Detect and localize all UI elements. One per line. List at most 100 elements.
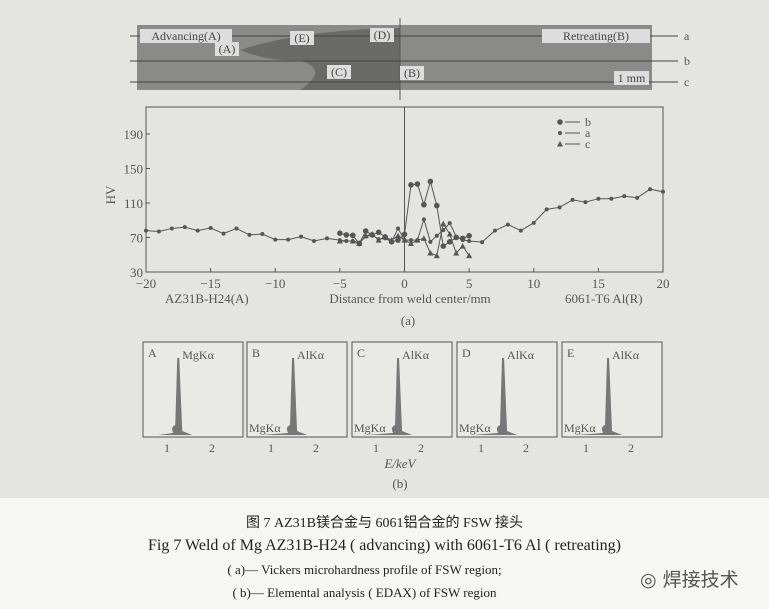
micrograph-label-box: [327, 65, 351, 79]
y-tick-label: 190: [124, 127, 144, 142]
data-point-circle: [395, 237, 401, 243]
data-point-triangle: [414, 237, 421, 243]
scan-line-label: a: [684, 29, 690, 43]
data-point-triangle: [433, 252, 440, 259]
data-point-dot: [396, 226, 401, 231]
side-label-right: 6061-T6 Al(R): [565, 291, 643, 306]
panel-label-a: (a): [401, 313, 415, 328]
watermark-text: 焊接技术: [662, 569, 739, 591]
edax-tick-label: 2: [313, 441, 319, 455]
micrograph-label: Advancing(A): [151, 29, 220, 43]
micrograph-label: (C): [331, 65, 347, 79]
edax-frame: [246, 341, 348, 438]
data-point-dot: [648, 187, 653, 192]
data-point-dot: [557, 205, 562, 210]
data-point-triangle: [336, 237, 343, 244]
edax-tick-label: 1: [164, 441, 170, 455]
edax-peak-label: AlKα: [297, 348, 325, 362]
micrograph-label-box: [290, 31, 314, 45]
data-point-dot: [447, 221, 452, 226]
series-c: [336, 220, 473, 259]
edax-peak: [367, 358, 413, 435]
edax-panel-letter: E: [567, 346, 574, 360]
data-point-dot: [247, 232, 252, 237]
edax-panel-D: 1 2 D AlKα MgKα: [456, 341, 558, 455]
legend-label: c: [585, 137, 590, 151]
data-point-dot: [558, 131, 562, 135]
edax-panel-letter: D: [462, 346, 471, 360]
micrograph-label-box: [140, 29, 232, 43]
data-point-dot: [195, 228, 200, 233]
data-point-triangle: [440, 220, 447, 227]
data-point-dot: [480, 240, 485, 245]
watermark: ◎ 焊接技术: [640, 565, 739, 592]
edax-panel-A: 1 2 A MgKα: [142, 341, 244, 455]
x-tick-label: 15: [592, 276, 605, 291]
wechat-icon: ◎: [640, 569, 663, 591]
data-point-triangle: [395, 232, 402, 239]
edax-frame: [351, 341, 453, 438]
edax-frame: [561, 341, 663, 438]
data-point-dot: [454, 234, 459, 239]
data-point-circle: [414, 181, 421, 187]
edax-tick-label: 2: [418, 441, 424, 455]
data-point-triangle: [407, 240, 414, 247]
micrograph-label: (A): [219, 42, 236, 56]
y-tick-label: 30: [130, 265, 143, 280]
x-tick-label: 20: [657, 276, 670, 291]
data-point-circle: [375, 229, 382, 236]
edax-tick-label: 1: [268, 441, 274, 455]
data-point-triangle: [375, 237, 382, 243]
micrograph-label-box: [614, 71, 649, 85]
data-point-dot: [596, 196, 601, 201]
x-tick-label: −5: [333, 276, 347, 291]
micrograph-label: (D): [374, 28, 391, 42]
data-point-triangle: [349, 237, 356, 244]
data-point-dot: [208, 226, 213, 231]
edax-frame: [142, 341, 244, 438]
edax-panel-letter: C: [357, 346, 365, 360]
data-point-dot: [286, 237, 291, 242]
x-tick-label: 10: [527, 276, 540, 291]
data-point-triangle: [369, 231, 376, 237]
data-point-triangle: [420, 235, 427, 241]
x-tick-label: 5: [466, 276, 473, 291]
data-point-triangle: [401, 237, 408, 243]
caption-en: Fig 7 Weld of Mg AZ31B-H24 ( advancing) …: [148, 537, 621, 554]
data-point-dot: [434, 233, 439, 238]
data-point-triangle: [362, 232, 369, 239]
data-point-dot: [260, 232, 265, 237]
edax-tick-label: 1: [583, 441, 589, 455]
data-point-circle: [440, 243, 447, 249]
data-point-circle: [421, 201, 427, 208]
edax-minor-peak-label: MgKα: [564, 421, 596, 435]
y-tick-label: 70: [130, 231, 143, 246]
data-point-dot: [635, 195, 640, 200]
edax-panel-E: 1 2 E AlKα MgKα: [561, 341, 663, 455]
data-point-dot: [312, 238, 317, 243]
data-point-dot: [273, 237, 278, 242]
micrograph-label: Retreating(B): [563, 29, 629, 43]
data-point-dot: [505, 222, 510, 227]
data-point-triangle: [459, 243, 466, 249]
data-point-dot: [421, 217, 426, 222]
data-point-circle: [466, 232, 472, 239]
edax-frame: [456, 341, 558, 438]
data-point-circle: [343, 232, 350, 238]
data-point-triangle: [388, 237, 395, 243]
data-point-dot: [583, 200, 588, 205]
edax-x-axis-label: E/keV: [383, 456, 417, 471]
scan-line-label: c: [684, 75, 689, 89]
data-point-dot: [156, 229, 161, 234]
data-point-triangle: [557, 141, 563, 147]
data-point-dot: [570, 197, 575, 202]
data-point-circle: [401, 231, 408, 238]
data-point-dot: [622, 194, 627, 199]
edax-peak-label: MgKα: [182, 348, 214, 362]
edax-panel-letter: B: [252, 346, 260, 360]
data-point-dot: [182, 225, 187, 230]
x-axis-label: Distance from weld center/mm: [329, 291, 490, 306]
edax-panel-letter: A: [148, 346, 157, 360]
micrograph-label-box: [370, 28, 394, 42]
